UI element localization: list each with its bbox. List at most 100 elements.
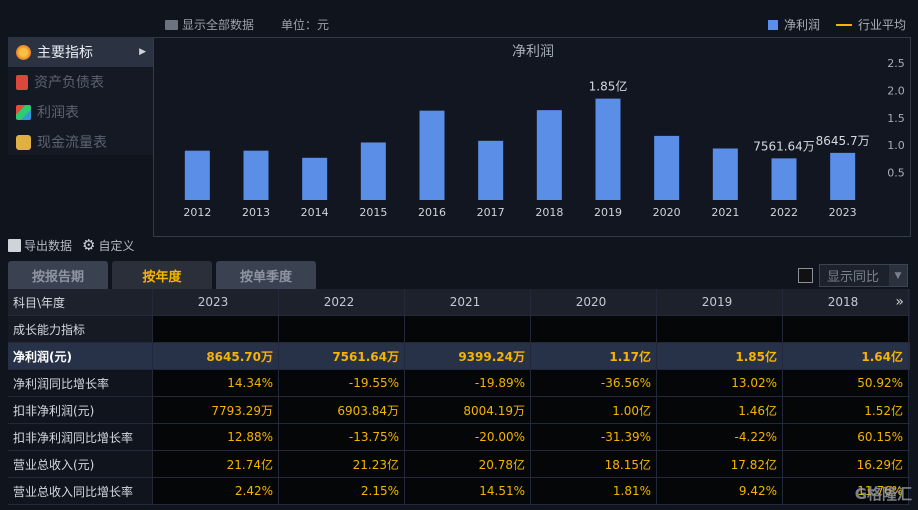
value-cell: 2.42%	[153, 478, 279, 504]
empty-cell	[531, 316, 657, 342]
value-cell: 7793.29万	[153, 397, 279, 423]
bar-2023[interactable]	[830, 152, 856, 200]
value-cell: 1.46亿	[657, 397, 783, 423]
menu-item-label: 主要指标	[37, 45, 93, 61]
empty-cell	[783, 316, 909, 342]
empty-cell	[153, 316, 279, 342]
value-cell: 11.76%	[783, 478, 909, 504]
bar-2019[interactable]	[595, 98, 621, 200]
bar-2016[interactable]	[419, 110, 445, 200]
year-header[interactable]: 2020	[531, 289, 657, 315]
period-tabs: 按报告期 按年度 按单季度	[8, 261, 316, 289]
chart-title: 净利润	[512, 44, 554, 60]
x-tick-label: 2019	[594, 206, 622, 219]
value-cell: 16.29亿	[783, 451, 909, 477]
chat-icon	[165, 19, 178, 30]
y-tick-label: 1.5	[887, 112, 905, 125]
document-icon	[16, 74, 28, 90]
year-header[interactable]: 2022	[279, 289, 405, 315]
bar-2021[interactable]	[712, 148, 738, 200]
value-cell: 7561.64万	[279, 343, 405, 369]
bar-2022[interactable]	[771, 158, 797, 200]
legend-line-label: 行业平均	[857, 18, 906, 32]
empty-cell	[657, 316, 783, 342]
menu-item-label: 利润表	[37, 105, 79, 121]
tab-by-report-period[interactable]: 按报告期	[8, 261, 108, 289]
legend-line-swatch	[835, 23, 852, 26]
financial-table: 科目\年度 2023 2022 2021 2020 2019 2018 » 成长…	[8, 289, 910, 505]
x-tick-label: 2016	[418, 206, 446, 219]
menu-item-income-statement[interactable]: 利润表	[8, 97, 153, 127]
bar-2014[interactable]	[302, 157, 328, 200]
show-all-data-toggle[interactable]: 显示全部数据	[165, 16, 254, 33]
export-icon	[8, 238, 21, 252]
year-header[interactable]: 2023	[153, 289, 279, 315]
x-tick-label: 2023	[829, 206, 857, 219]
menu-item-label: 资产负债表	[34, 75, 104, 91]
value-cell: -20.00%	[405, 424, 531, 450]
value-cell: 8004.19万	[405, 397, 531, 423]
export-data-button[interactable]: 导出数据	[8, 237, 72, 254]
bar-2017[interactable]	[478, 140, 504, 200]
year-header[interactable]: 2019	[657, 289, 783, 315]
bar-chart-svg: 净利润 0.5 1.0 1.5 2.0 2.5 2012 2013 2014 2015 2016…	[183, 44, 905, 219]
year-header[interactable]: 2021	[405, 289, 531, 315]
row-label: 扣非净利润(元)	[8, 397, 153, 423]
bar-2018[interactable]	[536, 110, 562, 200]
x-tick-label: 2015	[359, 206, 387, 219]
show-yoy-select[interactable]: 显示同比 ▼	[819, 264, 908, 287]
chart-legend: 净利润 行业平均	[767, 16, 906, 33]
gear-flower-icon	[16, 44, 31, 60]
value-cell: 1.52亿	[783, 397, 909, 423]
value-cell: 60.15%	[783, 424, 909, 450]
chevron-down-icon: ▼	[889, 265, 907, 286]
table-toolbar: 导出数据 ⚙ 自定义	[8, 236, 134, 254]
double-chevron-right-icon[interactable]: »	[895, 294, 904, 310]
menu-item-balance-sheet[interactable]: 资产负债表	[8, 67, 153, 97]
table-row[interactable]: 净利润同比增长率 14.34% -19.55% -19.89% -36.56% 13.02…	[8, 370, 910, 397]
chevron-right-icon: ▶	[139, 47, 146, 57]
table-row[interactable]: 营业总收入(元) 21.74亿 21.23亿 20.78亿 18.15亿 17.82亿 16…	[8, 451, 910, 478]
table-row[interactable]: 营业总收入同比增长率 2.42% 2.15% 14.51% 1.81% 9.42% 11.7…	[8, 478, 910, 505]
row-label: 营业总收入同比增长率	[8, 478, 153, 504]
tab-by-quarter[interactable]: 按单季度	[216, 261, 316, 289]
statement-menu: 主要指标 ▶ 资产负债表 利润表 现金流量表	[8, 37, 153, 155]
value-cell: -4.22%	[657, 424, 783, 450]
customize-button[interactable]: ⚙ 自定义	[82, 236, 134, 254]
watermark-logo: G格隆汇	[854, 485, 912, 503]
value-cell: 2.15%	[279, 478, 405, 504]
y-tick-label: 0.5	[887, 167, 905, 180]
value-cell: 1.00亿	[531, 397, 657, 423]
table-row[interactable]: 扣非净利润(元) 7793.29万 6903.84万 8004.19万 1.00亿 1.4…	[8, 397, 910, 424]
year-header: 2018	[827, 295, 859, 309]
value-cell: 12.88%	[153, 424, 279, 450]
legend-bar-swatch	[767, 19, 778, 30]
data-label: 7561.64万	[753, 139, 815, 153]
table-row[interactable]: 扣非净利润同比增长率 12.88% -13.75% -20.00% -31.39% -4.…	[8, 424, 910, 451]
x-tick-label: 2022	[770, 206, 798, 219]
year-header-last[interactable]: 2018 »	[783, 289, 909, 315]
net-profit-chart: 净利润 0.5 1.0 1.5 2.0 2.5 2012 2013 2014 2015 2016…	[153, 37, 911, 237]
data-label: 8645.7万	[816, 134, 870, 148]
bar-2020[interactable]	[654, 135, 680, 200]
menu-item-main-indicators[interactable]: 主要指标 ▶	[8, 37, 153, 67]
show-all-label: 显示全部数据	[182, 18, 255, 32]
menu-item-label: 现金流量表	[37, 135, 107, 151]
value-cell: -36.56%	[531, 370, 657, 396]
section-label: 成长能力指标	[8, 316, 153, 342]
row-label: 净利润同比增长率	[8, 370, 153, 396]
bar-2013[interactable]	[243, 150, 269, 200]
gear-icon: ⚙	[82, 236, 96, 254]
value-cell: -19.89%	[405, 370, 531, 396]
coins-icon	[16, 134, 31, 150]
legend-bar-label: 净利润	[783, 18, 820, 32]
tab-by-year[interactable]: 按年度	[112, 261, 212, 289]
value-cell: 20.78亿	[405, 451, 531, 477]
y-tick-label: 2.5	[887, 57, 905, 70]
table-row[interactable]: 净利润(元) 8645.70万 7561.64万 9399.24万 1.17亿 1.85亿…	[8, 343, 910, 370]
bar-2015[interactable]	[360, 142, 386, 200]
menu-item-cash-flow[interactable]: 现金流量表	[8, 127, 153, 157]
bar-2012[interactable]	[184, 150, 210, 200]
compare-checkbox[interactable]	[798, 268, 813, 283]
value-cell: 1.85亿	[657, 343, 783, 369]
